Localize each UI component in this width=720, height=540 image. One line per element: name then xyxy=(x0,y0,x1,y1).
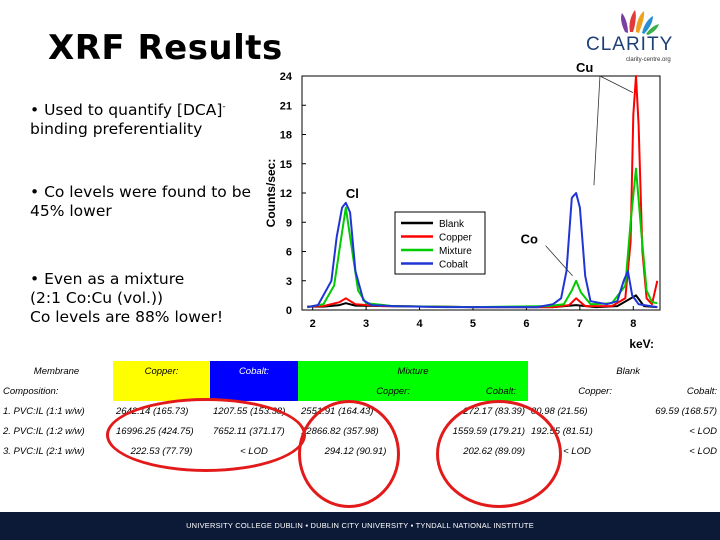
footer-bar: UNIVERSITY COLLEGE DUBLIN ▪ DUBLIN CITY … xyxy=(0,512,720,540)
logo-mark-icon xyxy=(621,10,659,35)
header-mixture-cobalt: Cobalt: xyxy=(413,381,528,401)
x-tick-label: 4 xyxy=(416,318,423,330)
series-line-cobalt xyxy=(307,192,658,309)
bullet-2: • Co levels were found to be 45% lower xyxy=(30,183,252,220)
x-tick-label: 3 xyxy=(363,318,369,330)
cell-blank-cobalt: 69.59 (168.57) xyxy=(655,405,718,417)
legend-label-mixture: Mixture xyxy=(439,246,472,257)
row-label: 1. PVC:IL (1:1 w/w) xyxy=(3,405,85,417)
x-tick-label: 6 xyxy=(523,318,529,330)
row-label: 2. PVC:IL (1:2 w/w) xyxy=(3,425,85,437)
x-tick-label: 5 xyxy=(470,318,476,330)
y-tick-label: 15 xyxy=(280,159,292,171)
table-header-row-2: Composition: Copper: Cobalt: Copper: Cob… xyxy=(0,381,720,401)
header-mixture-copper: Copper: xyxy=(298,381,413,401)
highlight-ellipse-mixture-copper xyxy=(298,400,400,508)
row-label: 3. PVC:IL (2:1 w/w) xyxy=(3,445,85,457)
y-tick-label: 0 xyxy=(286,305,292,317)
table-header-row-1: Membrane Copper: Cobalt: Mixture Blank xyxy=(0,361,720,381)
header-composition: Composition: xyxy=(3,385,59,397)
logo-tagline: clarity-centre.org xyxy=(626,57,671,63)
xrf-spectrum-chart: 0 3 6 9 12 15 18 21 24 2 3 4 5 6 7 8 Counts/sec: keV: Cu Cl… xyxy=(264,60,661,351)
series-line-copper xyxy=(307,75,659,309)
bullet-1: • Used to quantify [DCA]- binding prefer… xyxy=(30,101,226,139)
y-tick-label: 6 xyxy=(286,247,292,259)
slide-title: XRF Results xyxy=(48,28,283,68)
x-tick-label: 8 xyxy=(630,318,636,330)
header-cobalt: Cobalt: xyxy=(210,361,298,381)
header-copper: Copper: xyxy=(113,361,210,381)
header-blank-copper: Copper: xyxy=(578,385,612,397)
clarity-logo: CLARITY clarity-centre.org xyxy=(582,8,692,70)
annotation-arrow-cu xyxy=(593,75,601,186)
annotation-arrow-co xyxy=(545,245,573,277)
series-line-mixture xyxy=(307,167,658,309)
logo-wordmark: CLARITY xyxy=(586,34,674,55)
annotation-cl: Cl xyxy=(346,186,359,201)
annotation-cu: Cu xyxy=(576,60,593,75)
cell-blank-cobalt: < LOD xyxy=(689,425,718,437)
header-blank-cobalt: Cobalt: xyxy=(686,385,718,397)
header-copper-fill xyxy=(113,381,210,401)
x-tick-label: 7 xyxy=(577,318,583,330)
annotation-co: Co xyxy=(521,232,538,247)
header-membrane: Membrane xyxy=(33,365,80,377)
highlight-ellipse-mixture-cobalt xyxy=(436,400,562,508)
cell-blank-copper: 80.98 (21.56) xyxy=(531,405,588,417)
highlight-ellipse-copper-cobalt xyxy=(106,398,306,472)
legend-label-copper: Copper xyxy=(439,233,472,244)
y-tick-label: 3 xyxy=(286,276,292,288)
legend-label-blank: Blank xyxy=(439,219,465,230)
header-blank: Blank xyxy=(616,365,641,377)
y-tick-label: 12 xyxy=(280,188,292,200)
y-tick-label: 21 xyxy=(280,100,292,112)
y-tick-label: 18 xyxy=(280,130,292,142)
annotation-arrow-cu xyxy=(599,75,634,93)
header-cobalt-fill xyxy=(210,381,298,401)
x-axis-label: keV: xyxy=(629,337,654,351)
cell-blank-cobalt: < LOD xyxy=(689,445,718,457)
legend-label-cobalt: Cobalt xyxy=(439,260,468,271)
header-mixture: Mixture xyxy=(298,361,528,381)
y-axis-label: Counts/sec: xyxy=(264,159,278,228)
bullet-3: • Even as a mixture (2:1 Co:Cu (vol.)) C… xyxy=(30,270,224,326)
y-tick-label: 24 xyxy=(280,71,293,83)
y-tick-label: 9 xyxy=(286,217,292,229)
x-tick-label: 2 xyxy=(310,318,316,330)
cell-blank-copper: < LOD xyxy=(563,445,591,457)
